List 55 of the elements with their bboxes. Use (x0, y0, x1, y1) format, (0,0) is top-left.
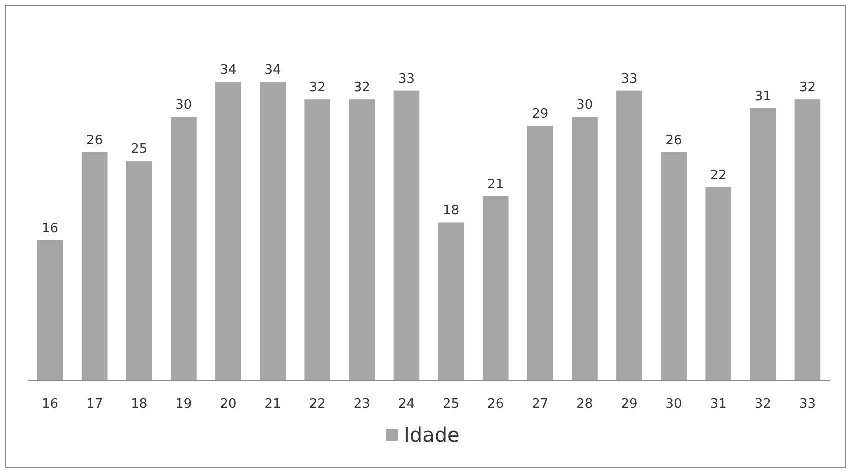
bar (794, 100, 821, 381)
bar (394, 90, 420, 381)
bar (126, 161, 152, 381)
x-tick-label: 25 (443, 397, 460, 412)
data-label: 33 (621, 72, 638, 87)
bar (661, 152, 687, 381)
x-tick-label: 32 (754, 397, 772, 412)
data-label: 32 (309, 80, 326, 96)
x-tick-label: 28 (576, 397, 594, 412)
x-tick-label: 30 (666, 397, 682, 412)
bar (37, 240, 64, 381)
data-label: 29 (532, 106, 549, 122)
bar (216, 82, 242, 381)
data-label: 34 (264, 63, 282, 78)
legend-label: Idade (404, 423, 460, 447)
data-label: 21 (488, 177, 504, 192)
x-tick-label: 16 (42, 397, 59, 412)
data-label: 25 (131, 142, 148, 158)
x-tick-label: 26 (488, 397, 504, 412)
data-label: 16 (42, 221, 59, 236)
data-label: 30 (176, 98, 192, 114)
x-tick-label: 23 (354, 397, 370, 412)
bar (438, 222, 464, 381)
data-label: 34 (220, 63, 237, 78)
x-tick-label: 24 (398, 397, 415, 412)
x-tick-label: 17 (86, 397, 104, 412)
data-label: 32 (354, 80, 370, 96)
x-tick-label: 20 (220, 397, 237, 412)
x-tick-label: 22 (309, 397, 326, 412)
data-label: 30 (576, 98, 594, 114)
bar (750, 108, 776, 381)
x-tick-label: 33 (799, 397, 816, 412)
data-label: 22 (710, 168, 727, 184)
bar (304, 100, 331, 381)
bar (527, 126, 554, 381)
data-label: 26 (86, 133, 104, 148)
data-label: 18 (443, 204, 460, 219)
data-label: 31 (754, 89, 772, 104)
x-tick-label: 27 (532, 397, 549, 412)
bar (171, 117, 197, 381)
x-tick-label: 18 (131, 397, 148, 412)
bar (349, 100, 376, 381)
bar (482, 196, 509, 381)
bar (706, 188, 732, 381)
bar (82, 152, 108, 381)
x-tick-label: 19 (176, 397, 192, 412)
x-tick-label: 29 (621, 397, 638, 412)
data-label: 33 (398, 72, 415, 87)
data-label: 26 (666, 133, 682, 148)
bar (572, 117, 598, 381)
x-tick-label: 31 (710, 397, 727, 412)
bar (260, 82, 286, 381)
data-label: 32 (799, 80, 816, 96)
x-tick-label: 21 (264, 397, 282, 412)
bar (616, 90, 642, 381)
